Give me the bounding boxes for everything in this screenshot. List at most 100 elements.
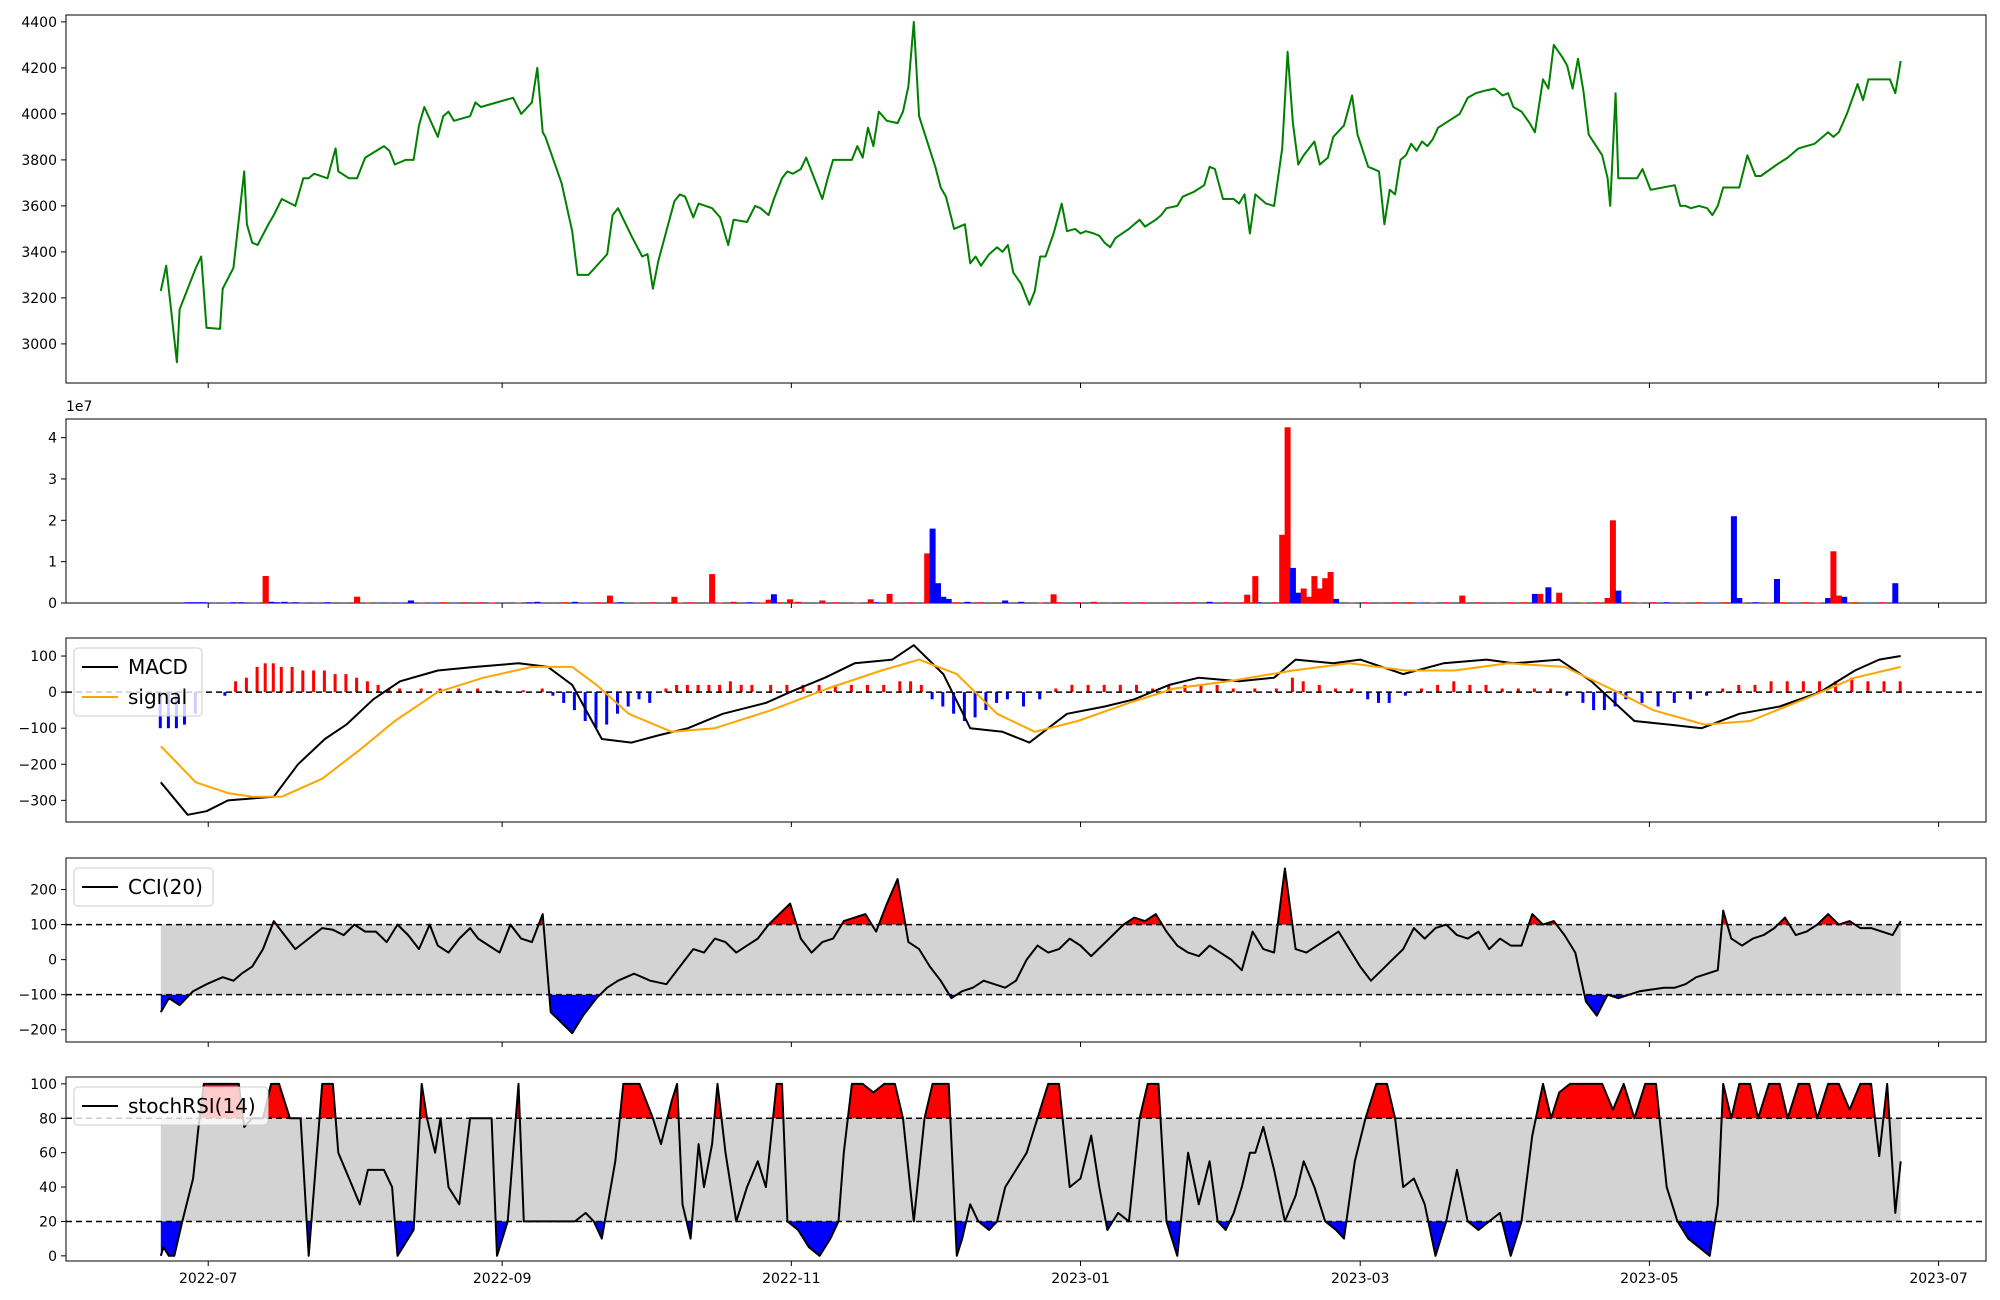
macd-histogram-bar [1377, 692, 1380, 703]
volume-bar [550, 602, 557, 604]
y-offset-label: 1e7 [66, 399, 92, 415]
macd-histogram-bar [1532, 688, 1536, 693]
oversold-fill [978, 1221, 998, 1230]
volume-bar [1736, 598, 1743, 603]
volume-bar [1416, 602, 1423, 604]
macd-histogram-bar [952, 692, 956, 714]
y-tick-label: 1 [48, 555, 57, 571]
volume-bar [1803, 602, 1810, 603]
volume-bar [964, 601, 971, 603]
volume-bar [1123, 602, 1130, 603]
volume-bar [238, 602, 245, 603]
volume-bar [832, 602, 839, 603]
volume-bar [1002, 600, 1009, 603]
macd-histogram-bar [984, 692, 988, 711]
legend-label: stochRSI(14) [128, 1094, 256, 1118]
overbought-fill [1634, 1083, 1660, 1119]
volume-bar [281, 601, 288, 603]
macd-histogram-bar [718, 684, 722, 693]
y-tick-label: 3600 [21, 199, 57, 215]
macd-histogram-bar [1005, 692, 1009, 700]
macd-histogram-bar [1818, 681, 1821, 693]
volume-bar [978, 602, 984, 603]
y-tick-label: 100 [30, 918, 57, 934]
x-tick-label: 2023-01 [1051, 1271, 1110, 1287]
volume-bar [760, 602, 767, 604]
y-tick-label: −200 [19, 1023, 57, 1039]
macd-histogram-bar [696, 684, 700, 693]
volume-bar [477, 602, 484, 603]
overbought-fill [1535, 1083, 1552, 1119]
macd-histogram-bar [322, 670, 326, 693]
macd-histogram-bar [1199, 684, 1203, 693]
macd-histogram-bar [1387, 692, 1391, 703]
volume-bar [1289, 567, 1296, 603]
volume-bar [1222, 602, 1229, 603]
volume-bar [1107, 602, 1114, 604]
volume-bar [940, 596, 947, 603]
macd-histogram-bar [1613, 692, 1617, 707]
macd-histogram-bar [664, 688, 668, 693]
macd-histogram-bar [1898, 681, 1902, 693]
macd-histogram-bar [973, 692, 977, 718]
macd-histogram-bar [1151, 688, 1155, 693]
macd-histogram-bar [1317, 684, 1321, 693]
volume-bar [1537, 593, 1544, 603]
macd-histogram-bar [707, 684, 711, 693]
volume-bar [1556, 592, 1563, 603]
volume-bar [1333, 598, 1339, 603]
volume-bar [1295, 592, 1302, 603]
macd-histogram-bar [1688, 692, 1692, 700]
oversold-fill [1428, 1221, 1447, 1256]
y-tick-label: −100 [19, 721, 57, 737]
volume-bar [1279, 534, 1286, 603]
volume-bar [1174, 602, 1181, 603]
macd-histogram-bar [1366, 692, 1370, 700]
overbought-fill [841, 914, 872, 925]
macd-histogram-bar [769, 684, 773, 693]
macd-histogram-bar [387, 688, 391, 693]
volume-bar [1696, 602, 1702, 603]
macd-histogram-bar [1549, 688, 1553, 693]
macd-histogram-bar [355, 677, 359, 693]
y-tick-label: 3400 [21, 245, 57, 261]
overbought-fill [319, 1083, 336, 1119]
oversold-fill [160, 1221, 183, 1256]
volume-bar [908, 602, 915, 603]
plot-frame [65, 857, 1987, 1043]
volume-bar [1752, 602, 1759, 603]
macd-panel: −300 −200 −100 0 100 MACD signal [19, 637, 1987, 827]
volume-bar [1190, 602, 1197, 603]
volume-bar [1311, 576, 1318, 603]
volume-bar [770, 594, 777, 603]
macd-histogram-bar [739, 684, 743, 693]
macd-histogram-bar [583, 692, 587, 721]
volume-bar [225, 602, 231, 604]
macd-histogram-bar [521, 690, 525, 693]
overbought-fill [1817, 914, 1839, 925]
macd-histogram-bar [1500, 688, 1504, 693]
x-tick-label: 2022-07 [179, 1271, 238, 1287]
macd-histogram-bar [898, 681, 902, 693]
volume-bar [1056, 602, 1062, 603]
y-tick-label: −300 [19, 793, 57, 809]
legend-label: signal [128, 685, 187, 709]
y-tick-label: 100 [30, 1077, 57, 1093]
volume-bar [1830, 551, 1837, 603]
volume-bar [1327, 572, 1334, 603]
volume-bar [407, 600, 414, 603]
macd-histogram-bar [398, 688, 402, 693]
volume-bar [953, 602, 960, 603]
y-tick-label: 3000 [21, 337, 57, 353]
volume-bar [1892, 583, 1899, 603]
macd-histogram-bar [1753, 684, 1757, 693]
overbought-fill [1037, 1083, 1063, 1119]
volume-bar [1521, 602, 1528, 603]
macd-histogram-bar [279, 666, 283, 693]
volume-bar [534, 601, 541, 603]
macd-histogram-bar [1231, 688, 1235, 693]
volume-bar [488, 602, 495, 604]
volume-bar [1494, 602, 1501, 604]
volume-bar [1709, 602, 1716, 604]
volume-bar [717, 602, 724, 604]
